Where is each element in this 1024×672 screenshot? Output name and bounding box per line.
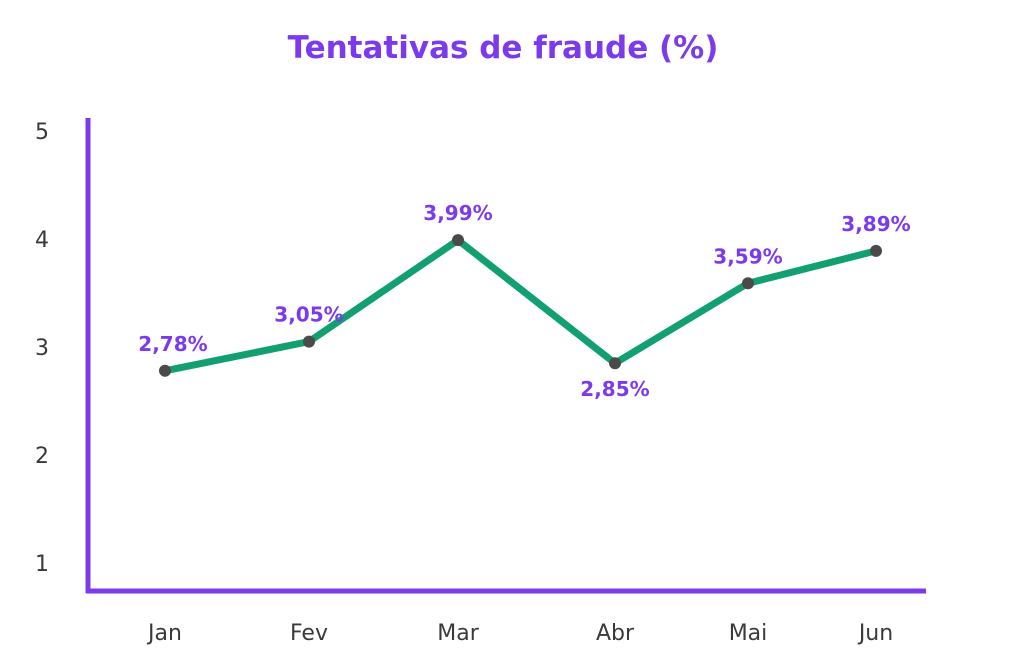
data-point: [159, 364, 171, 377]
y-axis-ticks: 1 2 3 4 5: [35, 120, 49, 577]
x-tick-label: Fev: [290, 621, 328, 646]
x-axis-ticks: Jan Fev Mar Abr Mai Jun: [146, 621, 893, 646]
x-tick-label: Abr: [596, 621, 635, 646]
series-layer: 2,78% 3,05% 3,99% 2,85% 3,59% 3,89%: [138, 201, 910, 401]
data-label: 3,59%: [713, 244, 782, 268]
data-label: 3,89%: [841, 212, 910, 236]
x-tick-label: Jan: [146, 621, 182, 646]
data-point: [742, 277, 754, 290]
y-tick-label: 3: [35, 336, 49, 361]
data-label: 2,78%: [138, 332, 207, 356]
data-point: [609, 357, 621, 370]
x-tick-label: Mar: [437, 621, 479, 646]
data-point: [870, 244, 882, 257]
y-tick-label: 5: [35, 120, 49, 145]
series-line: [161, 235, 880, 375]
data-label: 2,85%: [580, 377, 649, 401]
data-label: 3,05%: [274, 303, 343, 327]
x-tick-label: Mai: [729, 621, 768, 646]
chart-title: Tentativas de fraude (%): [288, 30, 719, 66]
data-point: [303, 335, 315, 348]
y-tick-label: 1: [35, 552, 49, 577]
data-label: 3,99%: [423, 201, 492, 225]
data-point: [452, 234, 464, 247]
y-tick-label: 2: [35, 444, 49, 469]
y-tick-label: 4: [35, 228, 49, 253]
x-tick-label: Jun: [857, 621, 893, 646]
